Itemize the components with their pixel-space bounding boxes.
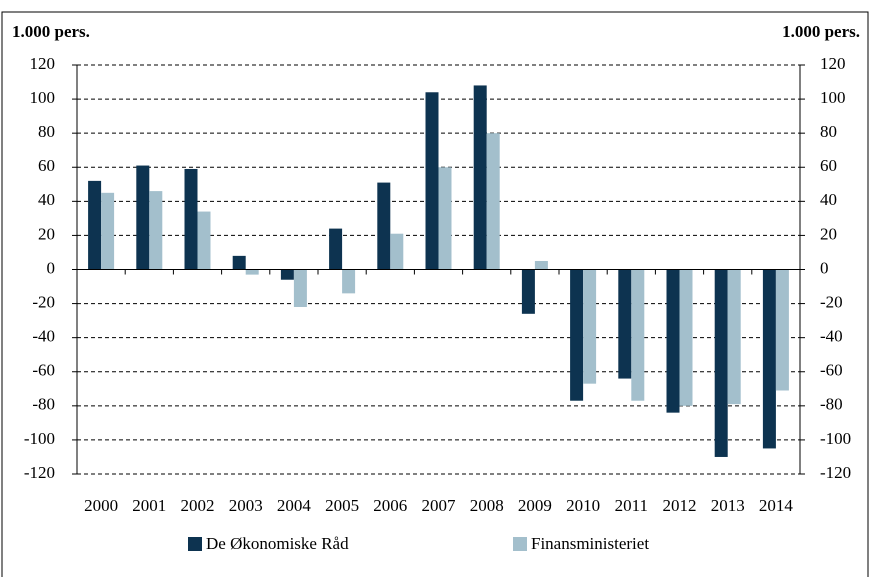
bar xyxy=(136,165,150,270)
x-tick-label: 2012 xyxy=(663,496,697,515)
y2-tick-label: 0 xyxy=(820,258,829,277)
x-tick-label: 2003 xyxy=(229,496,263,515)
y2-tick-label: 120 xyxy=(820,54,846,73)
bar xyxy=(486,133,500,270)
bar xyxy=(775,269,789,391)
y2-tick-label: -60 xyxy=(820,361,843,380)
legend-label: Finansministeriet xyxy=(531,534,649,553)
y2-tick-label: -20 xyxy=(820,292,843,311)
y2-tick-label: -40 xyxy=(820,327,843,346)
bar xyxy=(762,269,776,449)
bar xyxy=(390,233,404,270)
y-tick-label: 60 xyxy=(38,156,55,175)
y2-tick-label: -120 xyxy=(820,463,851,482)
x-tick-label: 2000 xyxy=(84,496,118,515)
y-tick-label: 100 xyxy=(30,88,56,107)
legend-swatch xyxy=(188,537,202,551)
y-tick-label: 80 xyxy=(38,122,55,141)
y-tick-label: -100 xyxy=(24,429,55,448)
x-tick-label: 2008 xyxy=(470,496,504,515)
y-tick-label: 20 xyxy=(38,224,55,243)
bar xyxy=(521,269,535,314)
bar xyxy=(293,269,307,307)
bar xyxy=(245,269,259,275)
legend-label: De Økonomiske Råd xyxy=(206,534,349,553)
bar xyxy=(377,182,391,270)
y-tick-label: 120 xyxy=(30,54,56,73)
bar xyxy=(631,269,645,401)
bar xyxy=(149,191,163,270)
y-tick-label: -80 xyxy=(32,395,55,414)
x-tick-label: 2011 xyxy=(615,496,648,515)
bar xyxy=(679,269,693,406)
y-tick-label: -120 xyxy=(24,463,55,482)
bar xyxy=(280,269,294,280)
bar xyxy=(329,228,343,270)
bar xyxy=(570,269,584,401)
bar xyxy=(473,85,487,270)
bar xyxy=(727,269,741,405)
y2-tick-label: 20 xyxy=(820,224,837,243)
x-tick-label: 2004 xyxy=(277,496,312,515)
x-tick-label: 2014 xyxy=(759,496,794,515)
y2-axis-label: 1.000 pers. xyxy=(782,22,860,41)
bar xyxy=(232,255,246,270)
legend-swatch xyxy=(513,537,527,551)
y2-tick-label: 80 xyxy=(820,122,837,141)
x-tick-label: 2001 xyxy=(132,496,166,515)
bar xyxy=(714,269,728,457)
y2-tick-label: -80 xyxy=(820,395,843,414)
bar xyxy=(583,269,597,384)
frame xyxy=(1,11,869,577)
y-tick-label: -60 xyxy=(32,361,55,380)
x-tick-label: 2013 xyxy=(711,496,745,515)
bar xyxy=(197,211,211,270)
bar xyxy=(534,260,548,270)
x-tick-label: 2009 xyxy=(518,496,552,515)
y2-tick-label: 60 xyxy=(820,156,837,175)
x-tick-label: 2005 xyxy=(325,496,359,515)
y-tick-label: 0 xyxy=(47,258,56,277)
bar xyxy=(618,269,632,379)
bar xyxy=(666,269,680,413)
bar xyxy=(101,192,115,270)
y2-tick-label: 100 xyxy=(820,88,846,107)
bar xyxy=(438,167,452,270)
y2-tick-label: 40 xyxy=(820,190,837,209)
y2-tick-label: -100 xyxy=(820,429,851,448)
bar xyxy=(425,92,439,270)
y-tick-label: 40 xyxy=(38,190,55,209)
bar xyxy=(184,168,198,270)
x-tick-label: 2010 xyxy=(566,496,600,515)
x-tick-label: 2007 xyxy=(422,496,457,515)
y-axis-label: 1.000 pers. xyxy=(12,22,90,41)
y-tick-label: -40 xyxy=(32,327,55,346)
bar xyxy=(342,269,356,294)
y-tick-label: -20 xyxy=(32,292,55,311)
x-tick-label: 2006 xyxy=(373,496,407,515)
x-tick-label: 2002 xyxy=(181,496,215,515)
bar xyxy=(88,180,102,270)
